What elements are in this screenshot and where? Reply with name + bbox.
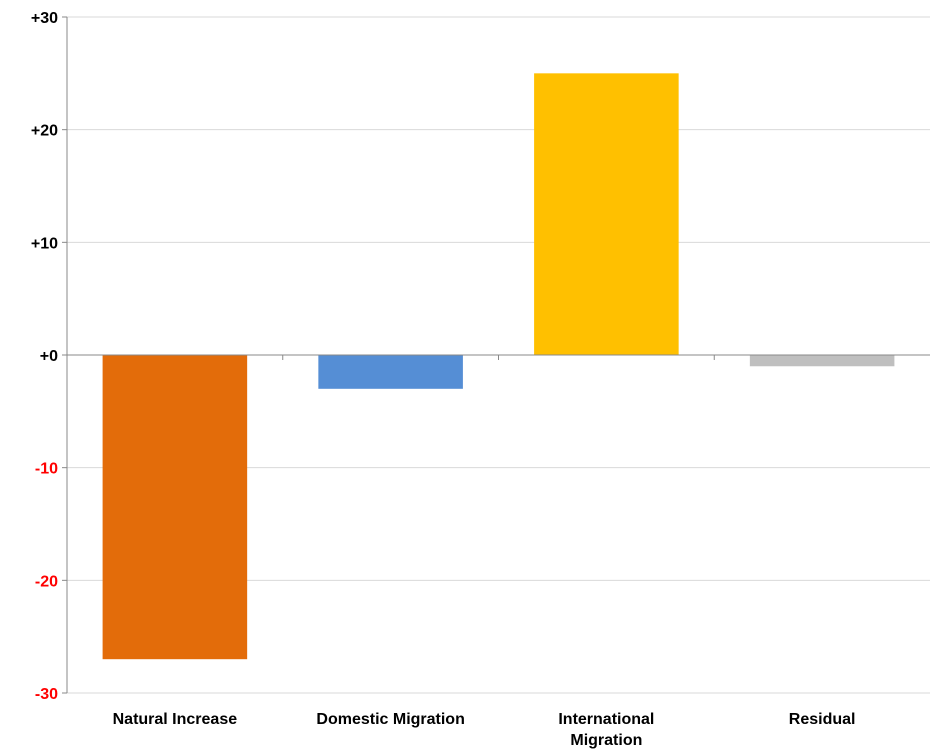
x-category-label: International Migration <box>558 711 654 749</box>
x-category-label: Natural Increase <box>113 711 238 728</box>
y-tick-label: +20 <box>31 123 58 140</box>
y-tick-label: +30 <box>31 10 58 27</box>
x-category-label-line: Residual <box>789 711 856 728</box>
x-category-label: Residual <box>789 711 856 728</box>
bar <box>749 355 895 367</box>
x-category-label-line: Natural Increase <box>113 711 238 728</box>
x-category-label-line: Domestic Migration <box>316 711 464 728</box>
bar <box>318 355 463 389</box>
x-category-label-line: Migration <box>570 732 642 749</box>
y-tick-label: -20 <box>35 573 58 590</box>
labels: +30 +20 +10 +0 -10 -20 -30 Natural Increase Dome… <box>31 10 856 749</box>
y-tick-label: +10 <box>31 235 58 252</box>
x-category-label: Domestic Migration <box>316 711 464 728</box>
axes <box>62 16 930 694</box>
bar <box>534 73 679 355</box>
x-category-label-line: International <box>558 711 654 728</box>
y-tick-label: +0 <box>40 348 58 365</box>
y-tick-label: -30 <box>35 686 58 703</box>
bar <box>102 355 248 660</box>
y-tick-label: -10 <box>35 461 58 478</box>
bars <box>102 73 895 660</box>
